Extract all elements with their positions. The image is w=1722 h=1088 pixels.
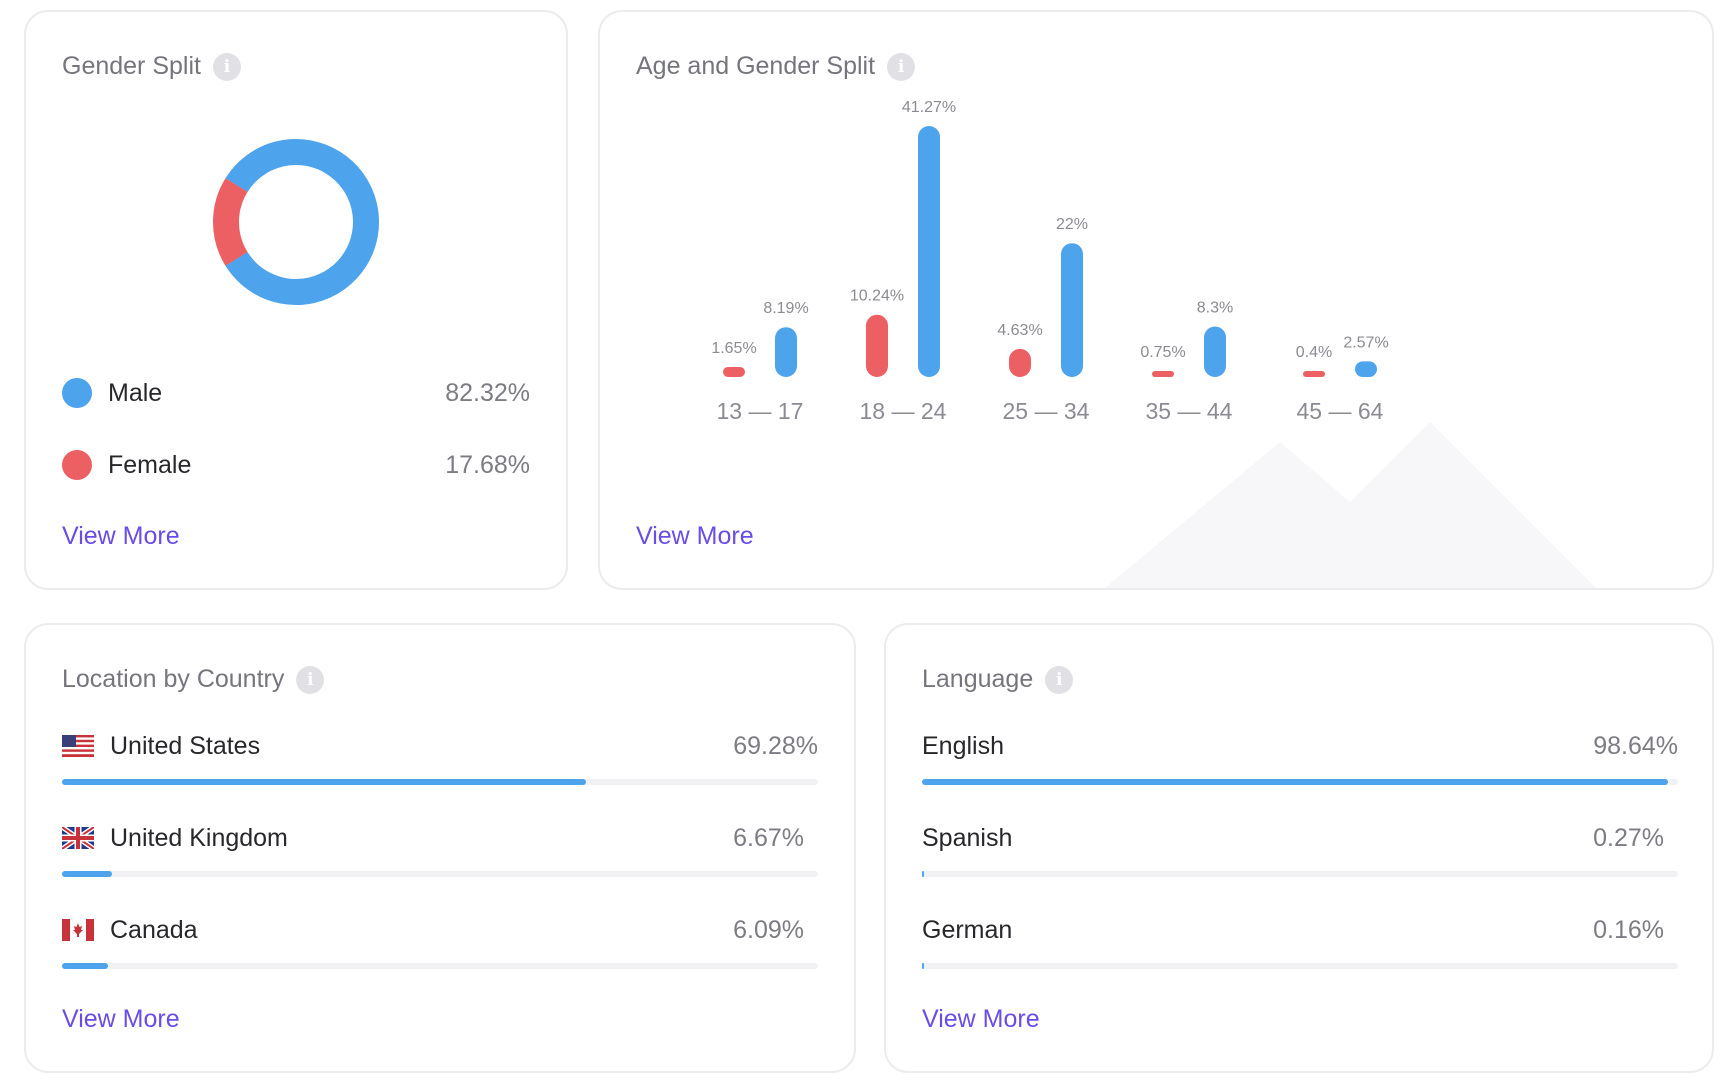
country-bar-fill-united-kingdom [62,871,113,877]
legend-item-female: Female 17.68% [62,445,530,485]
age-tick-label: 25 — 34 [1003,398,1090,424]
male-legend-dot [62,378,92,408]
female-legend-dot [62,450,92,480]
country-label-united-kingdom: United Kingdom [110,823,288,852]
country-bar-fill-united-states [62,779,586,785]
legend-value-male: 82.32% [445,378,530,407]
age-bar-female[interactable] [723,366,745,377]
language-bar-fill-spanish [922,871,925,877]
country-value-united-kingdom: 6.67% [733,823,804,852]
gender-split-card: Gender Split i Male 82.32% Female 17.68%… [24,10,568,590]
us-flag-icon [62,735,94,757]
language-card: Language i English 98.64% Spanish 0.27% … [884,623,1714,1073]
language-title: Language i [922,665,1074,694]
location-view-more-link[interactable]: View More [62,1005,180,1033]
age-bar-value-label: 2.57% [1343,334,1388,351]
age-bar-value-label: 1.65% [711,340,756,357]
legend-label-male: Male [108,378,163,407]
mountains-watermark [1104,422,1596,588]
age-bar-value-label: 8.19% [763,300,808,317]
legend-value-female: 17.68% [445,450,530,479]
age-tick-label: 35 — 44 [1146,398,1233,424]
age-bar-value-label: 4.63% [997,322,1042,339]
language-value-english: 98.64% [1593,731,1678,760]
language-bar-track [922,779,1678,785]
age-bar-value-label: 8.3% [1197,300,1233,317]
country-bar-fill-canada [62,963,109,969]
info-icon[interactable]: i [1045,665,1074,694]
age-bar-male[interactable] [775,327,797,377]
country-value-united-states: 69.28% [733,731,818,760]
country-value-canada: 6.09% [733,915,804,944]
age-gender-split-title-text: Age and Gender Split [636,52,876,80]
country-label-united-states: United States [110,731,261,760]
country-bar-track [62,963,818,969]
age-bar-value-label: 0.75% [1140,344,1185,361]
age-gender-split-card: Age and Gender Split i 13 — 17 1.65% 8.19%… [598,10,1714,590]
age-tick-label: 13 — 17 [717,398,804,424]
language-title-text: Language [922,665,1034,693]
age-tick-label: 45 — 64 [1297,398,1384,424]
country-bar-track [62,779,818,785]
language-label-english: English [922,731,1004,760]
age-bar-female[interactable] [1009,348,1031,377]
language-view-more-link[interactable]: View More [922,1005,1040,1033]
language-value-spanish: 0.27% [1593,823,1664,852]
age-view-more-link[interactable]: View More [636,522,754,550]
info-icon[interactable]: i [212,52,241,81]
donut-segment-female [213,139,379,305]
info-icon[interactable]: i [296,665,325,694]
language-bar-track [922,871,1678,877]
age-bar-value-label: 41.27% [902,99,956,116]
location-title: Location by Country i [62,665,325,694]
language-bar-fill-german [922,963,925,969]
age-bar-female[interactable] [1152,371,1174,377]
age-bar-male[interactable] [918,126,940,377]
gender-split-title: Gender Split i [62,52,241,81]
legend-item-male: Male 82.32% [62,373,530,413]
canada-flag-icon [62,919,94,941]
country-label-canada: Canada [110,915,198,944]
age-bar-value-label: 10.24% [850,288,904,305]
age-tick-label: 18 — 24 [860,398,947,424]
age-bar-male[interactable] [1204,326,1226,377]
age-bar-male[interactable] [1061,243,1083,377]
age-gender-bar-chart: 13 — 17 1.65% 8.19% 18 — 24 10.24% 41.27% 25 —… [711,99,1388,424]
country-bar-track [62,871,818,877]
language-label-german: German [922,915,1013,944]
age-gender-split-title: Age and Gender Split i [636,52,916,81]
uk-flag-icon [62,827,94,849]
age-bar-female[interactable] [1303,371,1325,377]
language-value-german: 0.16% [1593,915,1664,944]
info-icon[interactable]: i [887,52,916,81]
age-bar-female[interactable] [866,314,888,377]
age-bar-value-label: 0.4% [1296,344,1332,361]
gender-view-more-link[interactable]: View More [62,522,180,550]
age-bar-value-label: 22% [1056,216,1088,233]
language-label-spanish: Spanish [922,823,1013,852]
language-bar-fill-english [922,779,1668,785]
gender-donut-chart [213,139,379,305]
location-card: Location by Country i United States 69.2… [24,623,856,1073]
legend-label-female: Female [108,450,192,479]
location-title-text: Location by Country [62,665,285,693]
age-bar-male[interactable] [1355,361,1377,377]
language-bar-track [922,963,1678,969]
gender-split-title-text: Gender Split [62,52,201,80]
